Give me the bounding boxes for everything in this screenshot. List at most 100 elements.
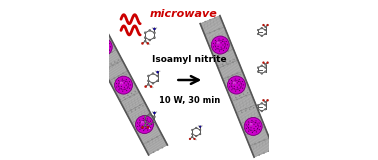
- Circle shape: [201, 125, 203, 127]
- Circle shape: [232, 77, 233, 78]
- Circle shape: [122, 91, 123, 92]
- Circle shape: [257, 67, 259, 69]
- Circle shape: [259, 129, 260, 130]
- Circle shape: [101, 40, 102, 42]
- Circle shape: [113, 78, 115, 79]
- Circle shape: [220, 47, 222, 48]
- Circle shape: [255, 122, 256, 123]
- Circle shape: [248, 131, 249, 132]
- Circle shape: [254, 130, 256, 132]
- Circle shape: [209, 32, 211, 33]
- Circle shape: [257, 108, 259, 110]
- Circle shape: [147, 126, 149, 128]
- Circle shape: [144, 37, 146, 39]
- Circle shape: [91, 35, 92, 36]
- Circle shape: [135, 91, 136, 92]
- Circle shape: [224, 46, 225, 48]
- Circle shape: [152, 139, 153, 140]
- Circle shape: [153, 121, 155, 123]
- Circle shape: [136, 120, 137, 121]
- Circle shape: [225, 43, 226, 44]
- Circle shape: [94, 38, 112, 56]
- Circle shape: [141, 126, 144, 128]
- Circle shape: [261, 102, 263, 104]
- Circle shape: [251, 127, 252, 128]
- Circle shape: [241, 97, 242, 98]
- Circle shape: [265, 108, 266, 110]
- Circle shape: [228, 64, 229, 65]
- Circle shape: [141, 42, 144, 44]
- Circle shape: [261, 110, 263, 112]
- Circle shape: [98, 42, 99, 43]
- Circle shape: [101, 50, 102, 51]
- Circle shape: [265, 101, 266, 103]
- Polygon shape: [81, 18, 168, 155]
- Circle shape: [191, 129, 193, 131]
- Circle shape: [127, 113, 129, 114]
- Circle shape: [265, 67, 266, 69]
- Circle shape: [266, 62, 269, 64]
- Circle shape: [120, 81, 123, 84]
- Circle shape: [255, 126, 256, 127]
- Circle shape: [129, 81, 130, 82]
- Circle shape: [98, 44, 99, 46]
- Circle shape: [134, 94, 135, 95]
- Circle shape: [263, 153, 265, 154]
- Circle shape: [149, 29, 151, 31]
- Circle shape: [142, 123, 143, 124]
- Circle shape: [257, 128, 258, 129]
- Circle shape: [249, 109, 250, 110]
- Circle shape: [119, 83, 120, 84]
- Circle shape: [232, 88, 233, 89]
- Circle shape: [261, 72, 263, 74]
- Circle shape: [149, 128, 150, 129]
- Circle shape: [148, 126, 149, 127]
- Circle shape: [105, 41, 107, 42]
- Circle shape: [250, 132, 251, 133]
- Circle shape: [234, 88, 235, 89]
- Circle shape: [250, 130, 251, 131]
- Circle shape: [142, 131, 143, 132]
- Circle shape: [251, 122, 252, 123]
- Circle shape: [250, 106, 251, 107]
- Circle shape: [268, 151, 269, 152]
- Circle shape: [214, 30, 215, 31]
- Circle shape: [141, 118, 142, 119]
- Circle shape: [104, 50, 105, 52]
- Circle shape: [101, 44, 102, 45]
- Circle shape: [142, 128, 143, 129]
- Circle shape: [262, 99, 265, 101]
- Circle shape: [108, 67, 109, 68]
- Circle shape: [104, 44, 105, 45]
- Circle shape: [146, 128, 147, 129]
- Circle shape: [256, 120, 257, 121]
- Circle shape: [153, 37, 155, 39]
- Circle shape: [223, 40, 224, 41]
- Circle shape: [234, 80, 235, 82]
- Circle shape: [222, 41, 223, 42]
- Circle shape: [265, 71, 266, 72]
- Circle shape: [85, 25, 87, 26]
- Circle shape: [105, 43, 106, 44]
- Circle shape: [265, 29, 266, 31]
- Circle shape: [96, 48, 97, 49]
- Circle shape: [218, 28, 220, 29]
- Circle shape: [234, 83, 235, 84]
- Circle shape: [245, 110, 246, 111]
- Circle shape: [144, 124, 146, 126]
- Circle shape: [151, 124, 152, 125]
- Circle shape: [150, 127, 151, 128]
- Circle shape: [214, 17, 215, 18]
- Circle shape: [102, 56, 104, 58]
- Circle shape: [217, 48, 218, 49]
- Circle shape: [139, 105, 141, 106]
- Circle shape: [218, 41, 220, 42]
- Circle shape: [102, 52, 103, 54]
- Circle shape: [147, 83, 149, 85]
- Circle shape: [111, 82, 112, 83]
- Circle shape: [149, 113, 151, 115]
- Circle shape: [118, 75, 119, 76]
- Circle shape: [228, 76, 245, 94]
- Circle shape: [153, 116, 155, 118]
- Circle shape: [238, 81, 239, 82]
